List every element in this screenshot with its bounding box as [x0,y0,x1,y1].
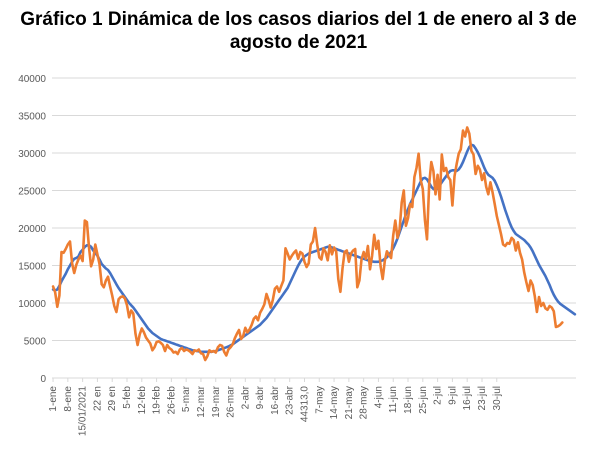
y-tick-label: 0 [40,374,46,385]
x-tick-label: 15/01/2021 [78,386,89,436]
x-tick-label: 19-mar [211,385,222,417]
series-line-average [51,143,577,354]
x-tick-label: 23-jul [477,386,488,410]
chart-title: Gráfico 1 Dinámica de los casos diarios … [20,9,577,53]
x-tick-label: 25-jun [418,386,429,414]
x-tick-label: 2-abr [240,385,251,409]
x-tick-label: 9-jul [447,386,458,405]
x-tick-label: 1-ene [48,386,59,412]
x-tick-label: 2-jul [433,386,444,405]
x-tick-label: 5-feb [122,386,133,409]
y-tick-label: 20000 [18,224,46,235]
x-tick-label: 14-may [329,386,340,419]
grid-lines [52,77,576,341]
y-tick-label: 40000 [18,74,46,85]
x-tick-label: 5-mar [181,385,192,412]
y-tick-label: 35000 [18,112,46,123]
x-tick-label: 16-abr [270,385,281,415]
x-tick-label: 12-mar [196,385,207,417]
x-tick-label: 19-feb [152,386,163,415]
x-axis-tick-labels: 1-ene 8-ene 15/01/2021 22 en 29 en 5-feb 12-fe… [48,378,503,436]
x-tick-label: 22 en [92,386,103,411]
x-tick-label: 12-feb [137,386,148,415]
y-tick-label: 25000 [18,187,46,198]
x-tick-label: 16-jul [462,386,473,410]
y-axis-tick-labels: 0 5000 10000 15000 20000 25000 30000 35000 40000 [18,74,46,385]
x-tick-label: 23-abr [285,385,296,415]
y-tick-label: 30000 [18,149,46,160]
x-tick-label: 44313,0 [299,386,310,423]
x-tick-label: 29 en [107,386,118,411]
x-tick-label: 21-may [344,386,355,419]
x-tick-label: 4-jun [373,386,384,408]
x-tick-label: 11-jun [388,386,399,413]
x-tick-label: 8-ene [63,386,74,412]
x-tick-label: 26-feb [166,386,177,415]
x-tick-label: 28-may [359,386,370,419]
y-tick-label: 15000 [18,262,46,273]
x-tick-label: 9-abr [255,385,266,409]
x-tick-label: 7-may [314,386,325,414]
x-tick-label: 30-jul [492,386,503,410]
y-tick-label: 10000 [18,299,46,310]
y-tick-label: 5000 [24,337,47,348]
series-lines [51,126,577,362]
x-tick-label: 18-jun [403,386,414,414]
series-line-daily [51,126,564,362]
x-tick-label: 26-mar [226,385,237,417]
